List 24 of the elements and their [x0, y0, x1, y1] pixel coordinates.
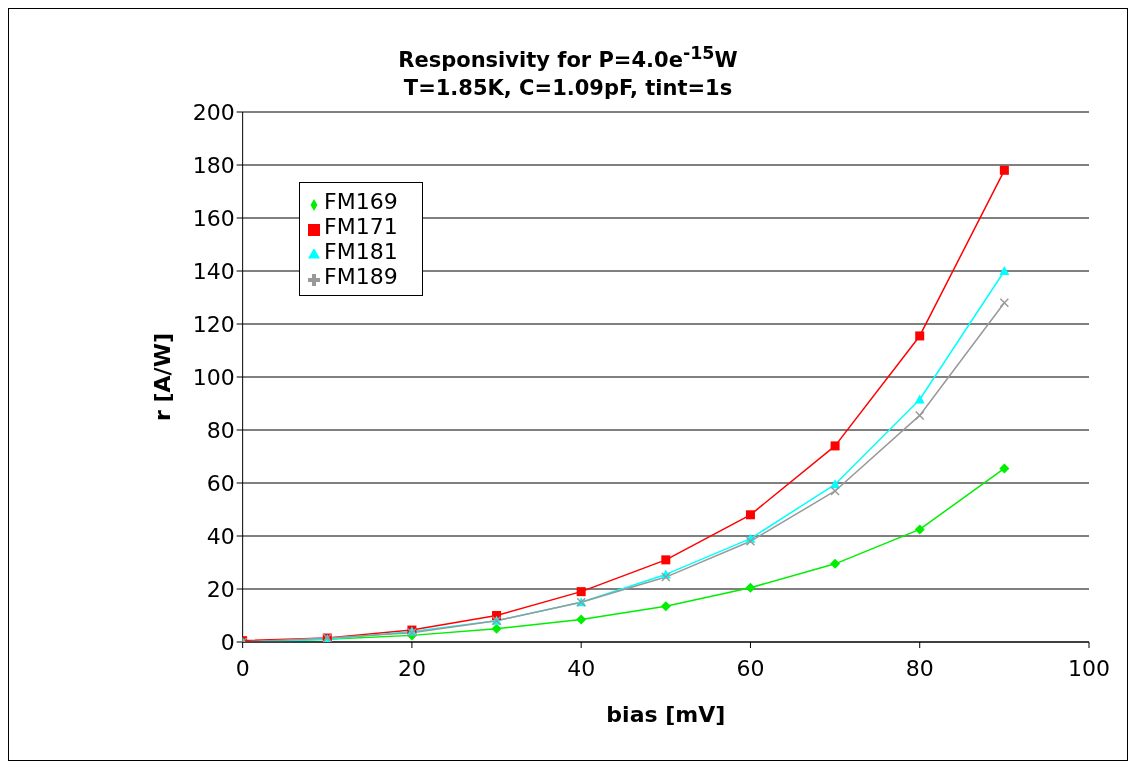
x-tick-label: 20	[397, 655, 426, 681]
y-tick-label: 100	[192, 364, 235, 390]
x-axis-title: bias [mV]	[606, 702, 726, 727]
chart-subtitle: T=1.85K, C=1.09pF, tint=1s	[403, 76, 733, 100]
legend-label: FM181	[324, 239, 398, 264]
legend-label: FM171	[324, 214, 398, 239]
y-tick-label: 180	[192, 152, 235, 178]
y-tick-label: 60	[206, 470, 235, 496]
y-tick-label: 20	[206, 576, 235, 602]
y-tick-label: 40	[206, 523, 235, 549]
y-tick-label: 160	[192, 205, 235, 231]
y-tick-label: 120	[192, 311, 235, 337]
y-tick-label: 140	[192, 258, 235, 284]
x-tick-label: 60	[736, 655, 765, 681]
chart-title: Responsivity for P=4.0e$^{-15}$W	[397, 42, 739, 74]
legend-label: FM189	[324, 264, 398, 289]
x-tick-label: 100	[1068, 655, 1110, 681]
x-tick-label: 80	[905, 655, 934, 681]
legend-label: FM169	[324, 189, 398, 214]
x-tick-label: 40	[567, 655, 596, 681]
y-tick-label: 80	[206, 417, 235, 443]
y-tick-label: 0	[220, 629, 235, 655]
y-axis-title: r [A/W]	[150, 333, 176, 421]
y-tick-label: 200	[192, 99, 235, 125]
